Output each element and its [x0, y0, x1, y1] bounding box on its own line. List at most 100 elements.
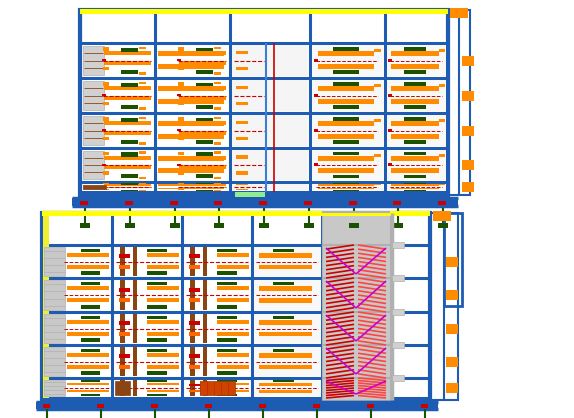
- Bar: [43, 404, 50, 408]
- Bar: [236, 86, 249, 89]
- Bar: [214, 82, 221, 84]
- Bar: [388, 129, 392, 132]
- Bar: [388, 59, 392, 61]
- Bar: [72, 198, 458, 206]
- Bar: [217, 249, 236, 252]
- Bar: [119, 288, 130, 292]
- Bar: [391, 156, 439, 161]
- Bar: [138, 117, 146, 119]
- Bar: [80, 316, 100, 319]
- Bar: [138, 107, 146, 110]
- Bar: [44, 380, 65, 396]
- Bar: [391, 87, 439, 91]
- Bar: [388, 94, 392, 97]
- Bar: [254, 280, 320, 310]
- Bar: [147, 249, 166, 252]
- Bar: [179, 165, 226, 169]
- Bar: [179, 61, 226, 65]
- Bar: [119, 390, 130, 393]
- Bar: [179, 187, 226, 188]
- Bar: [387, 80, 446, 111]
- Bar: [177, 183, 184, 184]
- Bar: [104, 156, 150, 160]
- Bar: [121, 140, 138, 144]
- Bar: [147, 372, 166, 375]
- Bar: [104, 86, 150, 90]
- Bar: [80, 394, 100, 396]
- Bar: [67, 353, 108, 357]
- Bar: [103, 82, 108, 86]
- Bar: [332, 105, 359, 109]
- Bar: [217, 380, 236, 382]
- Bar: [217, 282, 236, 285]
- Bar: [387, 150, 446, 180]
- Bar: [367, 404, 374, 408]
- Bar: [314, 94, 318, 97]
- Bar: [391, 99, 439, 104]
- Bar: [214, 117, 221, 119]
- Bar: [189, 265, 200, 269]
- Bar: [80, 372, 100, 375]
- Bar: [374, 119, 381, 122]
- Bar: [83, 185, 106, 189]
- Bar: [462, 182, 474, 192]
- Bar: [80, 223, 90, 228]
- Bar: [179, 130, 226, 135]
- Bar: [214, 183, 221, 184]
- Bar: [83, 151, 104, 179]
- Bar: [200, 381, 235, 395]
- Bar: [179, 51, 226, 55]
- Bar: [147, 390, 179, 393]
- Bar: [102, 163, 106, 166]
- Bar: [217, 382, 249, 385]
- Bar: [404, 190, 426, 191]
- Bar: [214, 176, 221, 179]
- Bar: [217, 390, 249, 393]
- Bar: [444, 213, 462, 306]
- Bar: [374, 49, 381, 52]
- Bar: [317, 87, 374, 91]
- Bar: [133, 314, 137, 343]
- Bar: [147, 339, 166, 342]
- Bar: [217, 349, 236, 352]
- Bar: [196, 70, 213, 74]
- Bar: [391, 188, 439, 189]
- Bar: [147, 252, 179, 257]
- Bar: [196, 190, 213, 191]
- Bar: [317, 188, 374, 189]
- Bar: [80, 249, 100, 252]
- Bar: [158, 188, 224, 189]
- Bar: [103, 47, 108, 51]
- Bar: [83, 185, 104, 189]
- Bar: [119, 254, 130, 258]
- Bar: [259, 286, 312, 291]
- Bar: [44, 347, 65, 376]
- Bar: [169, 223, 180, 228]
- Bar: [217, 271, 236, 275]
- Bar: [317, 51, 374, 56]
- Bar: [125, 223, 135, 228]
- Bar: [191, 347, 195, 376]
- Bar: [217, 305, 236, 308]
- Bar: [133, 280, 137, 310]
- Bar: [254, 347, 320, 376]
- Bar: [232, 184, 308, 190]
- Bar: [317, 121, 374, 126]
- Bar: [304, 201, 312, 205]
- Bar: [102, 94, 106, 96]
- Bar: [392, 375, 404, 381]
- Bar: [462, 125, 474, 135]
- Bar: [217, 316, 236, 319]
- Bar: [314, 163, 318, 166]
- Bar: [317, 64, 374, 69]
- Bar: [138, 176, 146, 179]
- Bar: [439, 154, 445, 156]
- Bar: [236, 184, 249, 185]
- Bar: [191, 247, 195, 276]
- Bar: [189, 332, 200, 336]
- Bar: [203, 280, 207, 310]
- Bar: [42, 211, 430, 216]
- Bar: [317, 168, 374, 173]
- Bar: [439, 84, 445, 87]
- Bar: [147, 305, 166, 308]
